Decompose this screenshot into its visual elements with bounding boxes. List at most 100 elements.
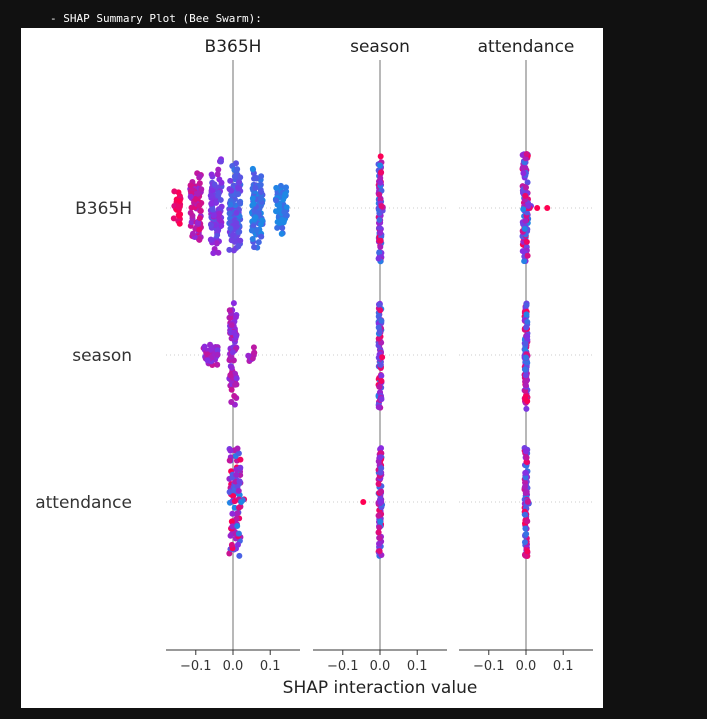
shap-point (229, 523, 236, 530)
shap-point (213, 240, 220, 247)
shap-point (218, 179, 225, 186)
shap-point (376, 535, 383, 542)
shap-point (377, 469, 384, 476)
shap-point (522, 192, 529, 199)
shap-point (250, 200, 257, 207)
shap-point (524, 179, 531, 186)
console-output-line: - SHAP Summary Plot (Bee Swarm): (50, 12, 262, 25)
row-label: B365H (75, 199, 132, 219)
x-tick-label: 0.0 (370, 659, 391, 674)
shap-point (375, 335, 382, 342)
column-title: B365H (205, 37, 262, 57)
shap-point (214, 171, 221, 178)
shap-point (226, 307, 233, 314)
shap-point (228, 398, 235, 405)
shap-point (377, 518, 384, 525)
shap-point (226, 210, 233, 217)
shap-point (229, 349, 236, 356)
shap-point (523, 324, 530, 331)
shap-point (376, 524, 383, 531)
shap-point (521, 539, 528, 546)
shap-point (273, 197, 280, 204)
shap-point (375, 529, 382, 536)
x-tick-label: −0.1 (473, 659, 505, 674)
shap-point (524, 252, 531, 259)
shap-point (377, 174, 384, 181)
shap-point (375, 512, 382, 519)
shap-point (210, 250, 217, 257)
shap-point (279, 224, 286, 231)
shap-point (228, 386, 235, 393)
shap-point (176, 197, 183, 204)
shap-point (196, 226, 203, 233)
shap-point (228, 187, 235, 194)
shap-point (278, 230, 285, 237)
shap-point (233, 515, 240, 522)
shap-point (226, 246, 233, 253)
shap-point (234, 541, 241, 548)
shap-point (378, 169, 385, 176)
shap-point (522, 382, 529, 389)
shap-point (231, 504, 238, 511)
shap-point (522, 469, 529, 476)
shap-point (379, 354, 386, 361)
shap-point (523, 311, 530, 318)
shap-point (208, 171, 215, 178)
shap-point (218, 158, 225, 165)
shap-point (377, 454, 384, 461)
shap-point (214, 347, 221, 354)
shap-point (227, 372, 234, 379)
shap-point (522, 479, 529, 486)
shap-point (196, 180, 203, 187)
shap-point (234, 523, 241, 530)
shap-point (248, 227, 255, 234)
shap-point (218, 222, 225, 229)
shap-point (258, 173, 265, 180)
shap-point (378, 445, 385, 452)
shap-point (523, 454, 530, 461)
shap-point (176, 212, 183, 219)
shap-point (207, 192, 214, 199)
shap-point (229, 231, 236, 238)
shap-point (378, 465, 385, 472)
shap-point (227, 225, 234, 232)
shap-point (233, 375, 240, 382)
shap-point (208, 200, 215, 207)
shap-point (377, 153, 384, 160)
shap-point (228, 541, 235, 548)
x-tick-label: 0.1 (260, 659, 281, 674)
shap-point (228, 322, 235, 329)
shap-point (194, 190, 201, 197)
shap-point (214, 361, 221, 368)
shap-point (522, 448, 529, 455)
x-axis-label: SHAP interaction value (283, 678, 478, 698)
column-title: attendance (478, 37, 575, 57)
shap-point (210, 212, 217, 219)
shap-point (524, 359, 531, 366)
shap-point (522, 372, 529, 379)
shap-point (375, 480, 382, 487)
shap-point (377, 179, 384, 186)
shap-point (522, 483, 529, 490)
shap-point (274, 224, 281, 231)
shap-point (277, 182, 284, 189)
shap-point (215, 166, 222, 173)
shap-point (376, 540, 383, 547)
shap-point (230, 300, 237, 307)
shap-outlier-point (544, 205, 551, 211)
shap-point (171, 188, 178, 195)
shap-point (250, 344, 257, 351)
shap-point (273, 208, 280, 215)
shap-point (251, 349, 258, 356)
shap-point (196, 215, 203, 222)
shap-outlier-point (360, 499, 367, 505)
shap-point (226, 550, 233, 557)
shap-point (377, 196, 384, 203)
shap-point (208, 187, 215, 194)
shap-point (376, 249, 383, 256)
shap-point (236, 199, 243, 206)
shap-point (196, 202, 203, 209)
shap-point (234, 166, 241, 173)
shap-point (519, 248, 526, 255)
shap-point (252, 184, 259, 191)
